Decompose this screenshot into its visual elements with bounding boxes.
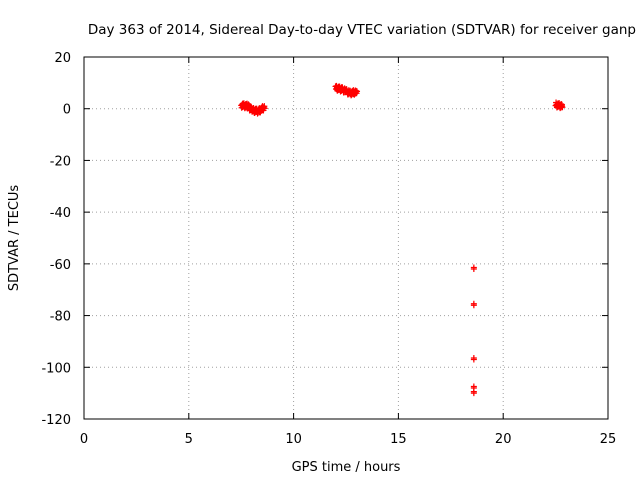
y-tick-label: 20 (54, 51, 71, 66)
x-tick-label: 5 (185, 432, 193, 447)
y-tick-label: -20 (50, 154, 71, 169)
x-tick-label: 0 (80, 432, 88, 447)
data-point (261, 105, 268, 112)
outlier-point (470, 355, 477, 362)
y-tick-label: -80 (50, 310, 71, 325)
x-tick-label: 10 (285, 432, 302, 447)
outlier-point (470, 300, 477, 307)
grid-lines (84, 57, 608, 419)
y-tick-label: -60 (50, 258, 71, 273)
y-tick-label: -100 (41, 361, 71, 376)
x-tick-label: 25 (600, 432, 617, 447)
y-tick-label: 0 (63, 103, 71, 118)
x-tick-label: 20 (495, 432, 512, 447)
x-axis-label: GPS time / hours (292, 460, 401, 475)
outlier-point (470, 264, 477, 271)
axis-tick-labels: 0 5 10 15 20 25 20 0 -20 -40 -60 -80 -100 -120 (41, 51, 616, 447)
chart-title: Day 363 of 2014, Sidereal Day-to-day VTE… (88, 22, 636, 38)
y-axis-label: SDTVAR / TECUs (7, 185, 22, 292)
plot-frame (83, 56, 609, 420)
data-series (238, 82, 566, 397)
outlier-point (470, 388, 477, 395)
y-tick-label: -40 (50, 206, 71, 221)
y-tick-label: -120 (41, 413, 71, 428)
data-point (354, 88, 361, 95)
axis-ticks (83, 56, 609, 420)
outlier-point (470, 383, 477, 390)
data-point (558, 103, 565, 110)
x-tick-label: 15 (390, 432, 407, 447)
